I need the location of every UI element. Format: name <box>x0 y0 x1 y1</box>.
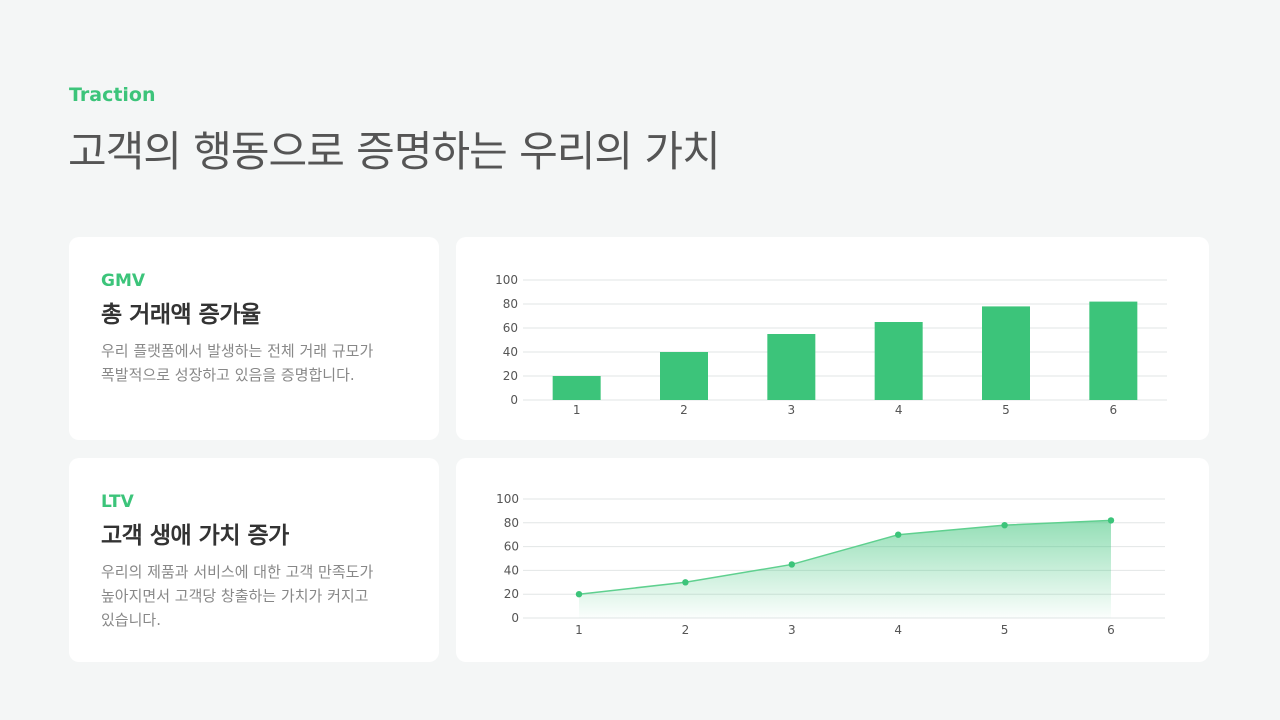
y-tick-label: 40 <box>504 563 519 577</box>
y-tick-label: 60 <box>503 321 518 335</box>
series-line <box>578 519 1112 595</box>
ltv-desc-line: 있습니다. <box>101 611 161 629</box>
ltv-kicker: LTV <box>101 492 134 512</box>
x-tick-label: 3 <box>788 623 796 637</box>
x-tick-label: 5 <box>1001 623 1009 637</box>
x-tick-label: 4 <box>894 623 902 637</box>
x-tick-label: 3 <box>788 403 796 417</box>
y-tick-label: 100 <box>495 273 518 287</box>
bar <box>982 306 1030 400</box>
gmv-title: 총 거래액 증가율 <box>101 302 261 328</box>
x-tick-label: 4 <box>895 403 903 417</box>
area-fill <box>579 520 1111 618</box>
ltv-text-card: LTV 고객 생애 가치 증가 우리의 제품과 서비스에 대한 고객 만족도가 … <box>69 458 439 662</box>
x-tick-label: 5 <box>1002 403 1010 417</box>
x-tick-label: 1 <box>575 623 583 637</box>
y-tick-label: 60 <box>504 540 519 554</box>
data-point <box>1107 517 1115 524</box>
ltv-description: 우리의 제품과 서비스에 대한 고객 만족도가 높아지면서 고객당 창출하는 가… <box>101 560 407 632</box>
data-point <box>1001 521 1008 529</box>
gmv-desc-line: 우리 플랫폼에서 발생하는 전체 거래 규모가 <box>101 342 374 360</box>
y-tick-label: 0 <box>510 393 518 407</box>
gmv-text-card: GMV 총 거래액 증가율 우리 플랫폼에서 발생하는 전체 거래 규모가 폭발… <box>69 237 439 440</box>
bar <box>767 334 816 400</box>
ltv-chart-card: 0 20 40 60 80 100 1 2 3 4 5 6 <box>456 458 1209 662</box>
gmv-description: 우리 플랫폼에서 발생하는 전체 거래 규모가 폭발적으로 성장하고 있음을 증… <box>101 339 407 387</box>
x-tick-label: 2 <box>682 623 690 637</box>
x-tick-label: 2 <box>680 403 688 417</box>
gmv-chart-card: 0 20 40 60 80 100 1 2 3 4 5 6 <box>456 237 1209 440</box>
bar <box>874 322 923 400</box>
bar <box>660 352 708 400</box>
ltv-desc-line: 우리의 제품과 서비스에 대한 고객 만족도가 <box>101 563 374 581</box>
y-tick-label: 100 <box>496 492 519 506</box>
y-tick-label: 80 <box>503 297 518 311</box>
x-tick-label: 6 <box>1107 623 1115 637</box>
data-point <box>575 591 583 598</box>
gmv-bar-chart: 0 20 40 60 80 100 1 2 3 4 5 6 <box>495 273 1167 417</box>
ltv-title: 고객 생애 가치 증가 <box>101 523 289 549</box>
data-point <box>682 579 689 586</box>
bar <box>1089 301 1138 400</box>
ltv-area-chart: 0 20 40 60 80 100 1 2 3 4 5 6 <box>496 492 1165 637</box>
y-tick-label: 0 <box>511 611 519 625</box>
y-tick-label: 40 <box>503 345 518 359</box>
y-tick-label: 20 <box>503 369 518 383</box>
ltv-desc-line: 높아지면서 고객당 창출하는 가치가 커지고 <box>101 587 369 605</box>
data-point <box>788 561 795 568</box>
gmv-desc-line: 폭발적으로 성장하고 있음을 증명합니다. <box>101 366 355 384</box>
data-point <box>895 531 902 538</box>
page-title: 고객의 행동으로 증명하는 우리의 가치 <box>68 127 721 176</box>
section-eyebrow: Traction <box>69 84 156 106</box>
x-tick-label: 1 <box>573 403 581 417</box>
y-tick-label: 20 <box>504 587 519 601</box>
x-tick-label: 6 <box>1110 403 1118 417</box>
y-tick-label: 80 <box>504 516 519 530</box>
gmv-kicker: GMV <box>101 271 146 291</box>
bar <box>552 376 601 400</box>
